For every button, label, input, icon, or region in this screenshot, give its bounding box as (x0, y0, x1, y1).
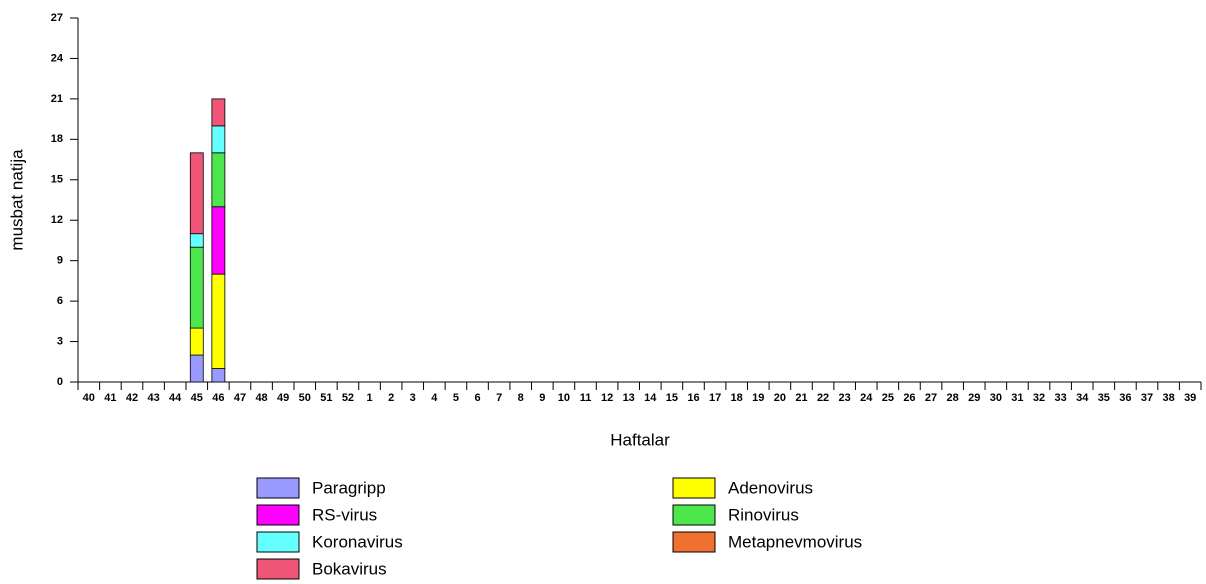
x-tick-label: 8 (518, 392, 524, 404)
x-tick-label: 11 (580, 392, 592, 404)
legend-swatch (672, 531, 716, 553)
x-tick-label: 28 (947, 392, 959, 404)
x-tick-label: 43 (147, 392, 159, 404)
y-axis-title: musbat natija (7, 149, 26, 251)
x-tick-label: 50 (299, 392, 311, 404)
bar-segment (189, 354, 204, 383)
legend-swatch (256, 531, 300, 553)
x-tick-label: 46 (212, 392, 224, 404)
legend-swatch (256, 477, 300, 499)
y-tick-label: 18 (51, 133, 63, 145)
x-tick-label: 12 (601, 392, 613, 404)
y-tick-label: 0 (57, 376, 63, 388)
legend-label: Adenovirus (728, 478, 813, 497)
x-tick-label: 21 (795, 392, 807, 404)
x-tick-label: 20 (774, 392, 786, 404)
x-tick-label: 29 (968, 392, 980, 404)
x-tick-label: 4 (431, 392, 438, 404)
x-tick-label: 16 (687, 392, 699, 404)
x-tick-label: 10 (558, 392, 570, 404)
bar-segment (211, 152, 226, 208)
bar-segment (189, 327, 204, 356)
y-tick-label: 24 (51, 52, 64, 64)
legend-swatch (256, 558, 300, 580)
x-tick-label: 52 (342, 392, 354, 404)
y-tick-label: 21 (51, 93, 63, 105)
bar-segment (211, 273, 226, 369)
x-tick-label: 22 (817, 392, 829, 404)
x-tick-label: 35 (1098, 392, 1110, 404)
bar-segment (189, 246, 204, 329)
x-tick-label: 24 (860, 392, 873, 404)
x-tick-label: 30 (990, 392, 1002, 404)
x-tick-label: 27 (925, 392, 937, 404)
x-tick-label: 37 (1141, 392, 1153, 404)
bar-segment (211, 98, 226, 127)
x-tick-label: 33 (1055, 392, 1067, 404)
legend-label: Paragripp (312, 478, 386, 497)
x-tick-label: 18 (731, 392, 743, 404)
y-tick-label: 15 (51, 174, 63, 186)
x-tick-label: 3 (410, 392, 416, 404)
x-tick-label: 26 (903, 392, 915, 404)
x-tick-label: 1 (366, 392, 372, 404)
x-tick-label: 5 (453, 392, 459, 404)
y-tick-label: 3 (57, 335, 63, 347)
x-tick-label: 49 (277, 392, 289, 404)
x-tick-label: 36 (1119, 392, 1131, 404)
x-tick-label: 51 (320, 392, 332, 404)
x-tick-label: 15 (666, 392, 678, 404)
x-tick-label: 48 (255, 392, 267, 404)
x-tick-label: 13 (623, 392, 635, 404)
bar-segment (211, 125, 226, 154)
bar-segment (211, 206, 226, 275)
x-axis-title: Haftalar (610, 430, 670, 449)
x-tick-label: 6 (474, 392, 480, 404)
x-tick-label: 34 (1076, 392, 1089, 404)
x-tick-label: 19 (752, 392, 764, 404)
x-tick-label: 40 (83, 392, 95, 404)
x-tick-label: 41 (104, 392, 116, 404)
legend-label: Rinovirus (728, 505, 799, 524)
legend-label: Koronavirus (312, 532, 403, 551)
x-tick-label: 31 (1011, 392, 1023, 404)
x-tick-label: 9 (539, 392, 545, 404)
x-tick-label: 23 (839, 392, 851, 404)
x-tick-label: 44 (169, 392, 182, 404)
y-tick-label: 12 (51, 214, 63, 226)
y-tick-label: 6 (57, 295, 63, 307)
y-tick-label: 9 (57, 255, 63, 267)
legend-swatch (672, 477, 716, 499)
x-tick-label: 47 (234, 392, 246, 404)
x-tick-label: 25 (882, 392, 894, 404)
legend-label: RS-virus (312, 505, 377, 524)
x-tick-label: 38 (1162, 392, 1174, 404)
legend-label: Bokavirus (312, 559, 387, 578)
x-tick-label: 42 (126, 392, 138, 404)
x-tick-label: 7 (496, 392, 502, 404)
legend-label: Metapnevmovirus (728, 532, 862, 551)
x-tick-label: 45 (191, 392, 203, 404)
x-tick-label: 14 (644, 392, 657, 404)
legend-swatch (672, 504, 716, 526)
bar-segment (189, 152, 204, 235)
y-tick-label: 27 (51, 12, 63, 24)
x-tick-label: 17 (709, 392, 721, 404)
x-tick-label: 39 (1184, 392, 1196, 404)
x-tick-label: 2 (388, 392, 394, 404)
bar-segment (211, 368, 226, 383)
legend-swatch (256, 504, 300, 526)
bar-segment (189, 233, 204, 248)
x-tick-label: 32 (1033, 392, 1045, 404)
